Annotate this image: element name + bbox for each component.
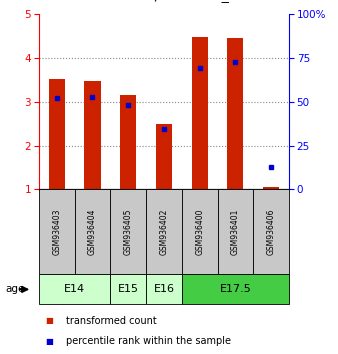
Bar: [218, 189, 253, 274]
Text: E14: E14: [64, 284, 85, 295]
Bar: [156, 124, 172, 189]
Text: age: age: [5, 284, 24, 295]
Bar: [182, 274, 289, 304]
Bar: [120, 95, 136, 189]
Text: E15: E15: [118, 284, 139, 295]
Bar: [49, 79, 65, 189]
Text: ■: ■: [46, 316, 53, 325]
Bar: [253, 189, 289, 274]
Text: E17.5: E17.5: [219, 284, 251, 295]
Bar: [146, 274, 182, 304]
Bar: [39, 189, 75, 274]
Text: GSM936401: GSM936401: [231, 209, 240, 255]
Text: E16: E16: [153, 284, 174, 295]
Text: transformed count: transformed count: [66, 315, 156, 326]
Text: GSM936403: GSM936403: [52, 209, 61, 255]
Bar: [146, 189, 182, 274]
Bar: [192, 38, 208, 189]
Text: ■: ■: [46, 337, 53, 346]
Text: GSM936400: GSM936400: [195, 209, 204, 255]
Bar: [263, 187, 279, 189]
Bar: [39, 274, 110, 304]
Bar: [75, 189, 110, 274]
Bar: [182, 189, 218, 274]
Bar: [84, 81, 100, 189]
Bar: [110, 274, 146, 304]
Text: GSM936404: GSM936404: [88, 209, 97, 255]
Text: percentile rank within the sample: percentile rank within the sample: [66, 336, 231, 346]
Text: GDS4591 / 1445273_at: GDS4591 / 1445273_at: [94, 0, 244, 2]
Text: GSM936405: GSM936405: [124, 209, 133, 255]
Bar: [227, 38, 243, 189]
Bar: [110, 189, 146, 274]
Text: GSM936406: GSM936406: [267, 209, 275, 255]
Text: GSM936402: GSM936402: [160, 209, 168, 255]
